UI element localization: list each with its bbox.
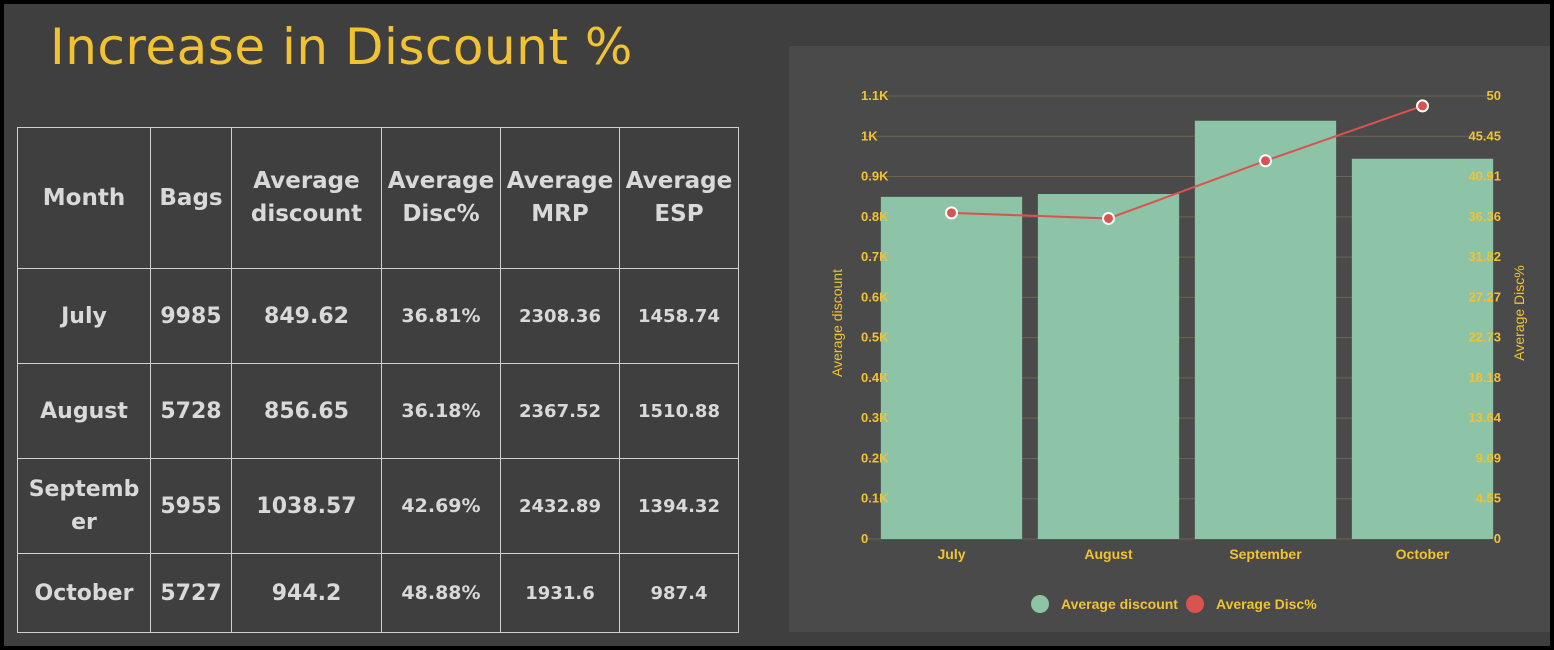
table-row: July 9985 849.62 36.81% 2308.36 1458.74	[17, 268, 739, 364]
table-row: August 5728 856.65 36.18% 2367.52 1510.8…	[17, 363, 739, 459]
cell-average-disc-percent: 36.18%	[381, 363, 501, 459]
cell-average-discount: 849.62	[231, 268, 382, 364]
left-tick-label: 0.6K	[861, 289, 889, 304]
left-tick-label: 0.2K	[861, 450, 889, 465]
cell-bags: 5955	[150, 458, 232, 554]
x-tick-label: September	[1229, 546, 1302, 562]
right-tick-label: 45.45	[1468, 128, 1501, 143]
point-october	[1416, 99, 1429, 113]
left-tick-label: 0.1K	[861, 491, 889, 506]
page-title: Increase in Discount %	[50, 18, 633, 76]
left-axis-ticks: 0 0.1K 0.2K 0.3K 0.4K 0.5K 0.6K 0.7K 0.8K 0.9K 1K 1…	[861, 88, 889, 546]
bar-september	[1194, 120, 1337, 540]
bar-series	[880, 120, 1494, 540]
cell-bags: 5728	[150, 363, 232, 459]
right-tick-label: 31.82	[1468, 249, 1501, 264]
cell-average-esp: 1394.32	[619, 458, 739, 554]
cell-average-mrp: 2308.36	[500, 268, 620, 364]
combo-chart: 0 0.1K 0.2K 0.3K 0.4K 0.5K 0.6K 0.7K 0.8K 0.9K 1K 1…	[829, 88, 1527, 613]
right-tick-label: 50	[1487, 88, 1501, 103]
legend: Average discount Average Disc%	[1031, 595, 1317, 613]
legend-label-average-discount: Average discount	[1061, 596, 1178, 612]
table-row: October 5727 944.2 48.88% 1931.6 987.4	[17, 553, 739, 633]
legend-swatch-average-disc-percent	[1186, 595, 1204, 613]
bar-august	[1037, 194, 1180, 540]
left-tick-label: 0.4K	[861, 370, 889, 385]
discount-table: Month Bags Average discount Average Disc…	[17, 127, 739, 633]
left-tick-label: 0	[861, 531, 868, 546]
x-tick-label: October	[1396, 546, 1450, 562]
x-tick-label: August	[1084, 546, 1133, 562]
cell-average-mrp: 2367.52	[500, 363, 620, 459]
header-average-esp: Average ESP	[619, 127, 739, 269]
left-tick-label: 1K	[861, 128, 878, 143]
right-tick-label: 0	[1494, 531, 1501, 546]
table-row: Septemb er 5955 1038.57 42.69% 2432.89 1…	[17, 458, 739, 554]
line-disc-percent	[951, 104, 1423, 220]
header-average-mrp: Average MRP	[500, 127, 620, 269]
line-series	[945, 99, 1429, 225]
right-tick-label: 13.64	[1468, 410, 1501, 425]
point-july	[945, 206, 958, 220]
cell-average-discount: 1038.57	[231, 458, 382, 554]
slide: Increase in Discount % Month Bags Averag…	[4, 4, 1550, 646]
cell-bags: 5727	[150, 553, 232, 633]
legend-swatch-average-discount	[1031, 595, 1049, 613]
left-tick-label: 0.9K	[861, 169, 889, 184]
left-tick-label: 0.8K	[861, 209, 889, 224]
bar-october	[1351, 158, 1494, 539]
cell-average-disc-percent: 48.88%	[381, 553, 501, 633]
cell-average-disc-percent: 36.81%	[381, 268, 501, 364]
left-tick-label: 0.3K	[861, 410, 889, 425]
right-tick-label: 27.27	[1468, 289, 1501, 304]
right-tick-label: 18.18	[1468, 370, 1501, 385]
header-bags: Bags	[150, 127, 232, 269]
right-tick-label: 9.09	[1476, 450, 1501, 465]
point-september	[1259, 154, 1272, 168]
header-average-disc-percent: Average Disc%	[381, 127, 501, 269]
cell-average-mrp: 1931.6	[500, 553, 620, 633]
cell-average-discount: 944.2	[231, 553, 382, 633]
cell-average-esp: 987.4	[619, 553, 739, 633]
chart-panel: 0 0.1K 0.2K 0.3K 0.4K 0.5K 0.6K 0.7K 0.8K 0.9K 1K 1…	[789, 46, 1550, 632]
bar-july	[880, 196, 1023, 540]
left-tick-label: 1.1K	[861, 88, 889, 103]
cell-average-mrp: 2432.89	[500, 458, 620, 554]
cell-month: July	[17, 268, 151, 364]
cell-average-disc-percent: 42.69%	[381, 458, 501, 554]
right-tick-label: 4.55	[1476, 491, 1501, 506]
right-tick-label: 36.36	[1468, 209, 1501, 224]
cell-average-discount: 856.65	[231, 363, 382, 459]
right-axis-title: Average Disc%	[1511, 265, 1527, 360]
table-header-row: Month Bags Average discount Average Disc…	[17, 127, 739, 269]
left-tick-label: 0.7K	[861, 249, 889, 264]
right-tick-label: 40.91	[1468, 169, 1501, 184]
cell-average-esp: 1458.74	[619, 268, 739, 364]
point-august	[1102, 211, 1115, 225]
cell-month: August	[17, 363, 151, 459]
x-tick-label: July	[937, 546, 965, 562]
right-axis-ticks: 0 4.55 9.09 13.64 18.18 22.73 27.27 31.82 36.36 4…	[1468, 88, 1501, 546]
cell-month: Septemb er	[17, 458, 151, 554]
left-tick-label: 0.5K	[861, 330, 889, 345]
legend-label-average-disc-percent: Average Disc%	[1216, 596, 1317, 612]
category-axis-ticks: July August September October	[937, 546, 1449, 562]
cell-month: October	[17, 553, 151, 633]
header-month: Month	[17, 127, 151, 269]
header-average-discount: Average discount	[231, 127, 382, 269]
right-tick-label: 22.73	[1468, 330, 1501, 345]
cell-bags: 9985	[150, 268, 232, 364]
cell-average-esp: 1510.88	[619, 363, 739, 459]
left-axis-title: Average discount	[829, 269, 845, 377]
